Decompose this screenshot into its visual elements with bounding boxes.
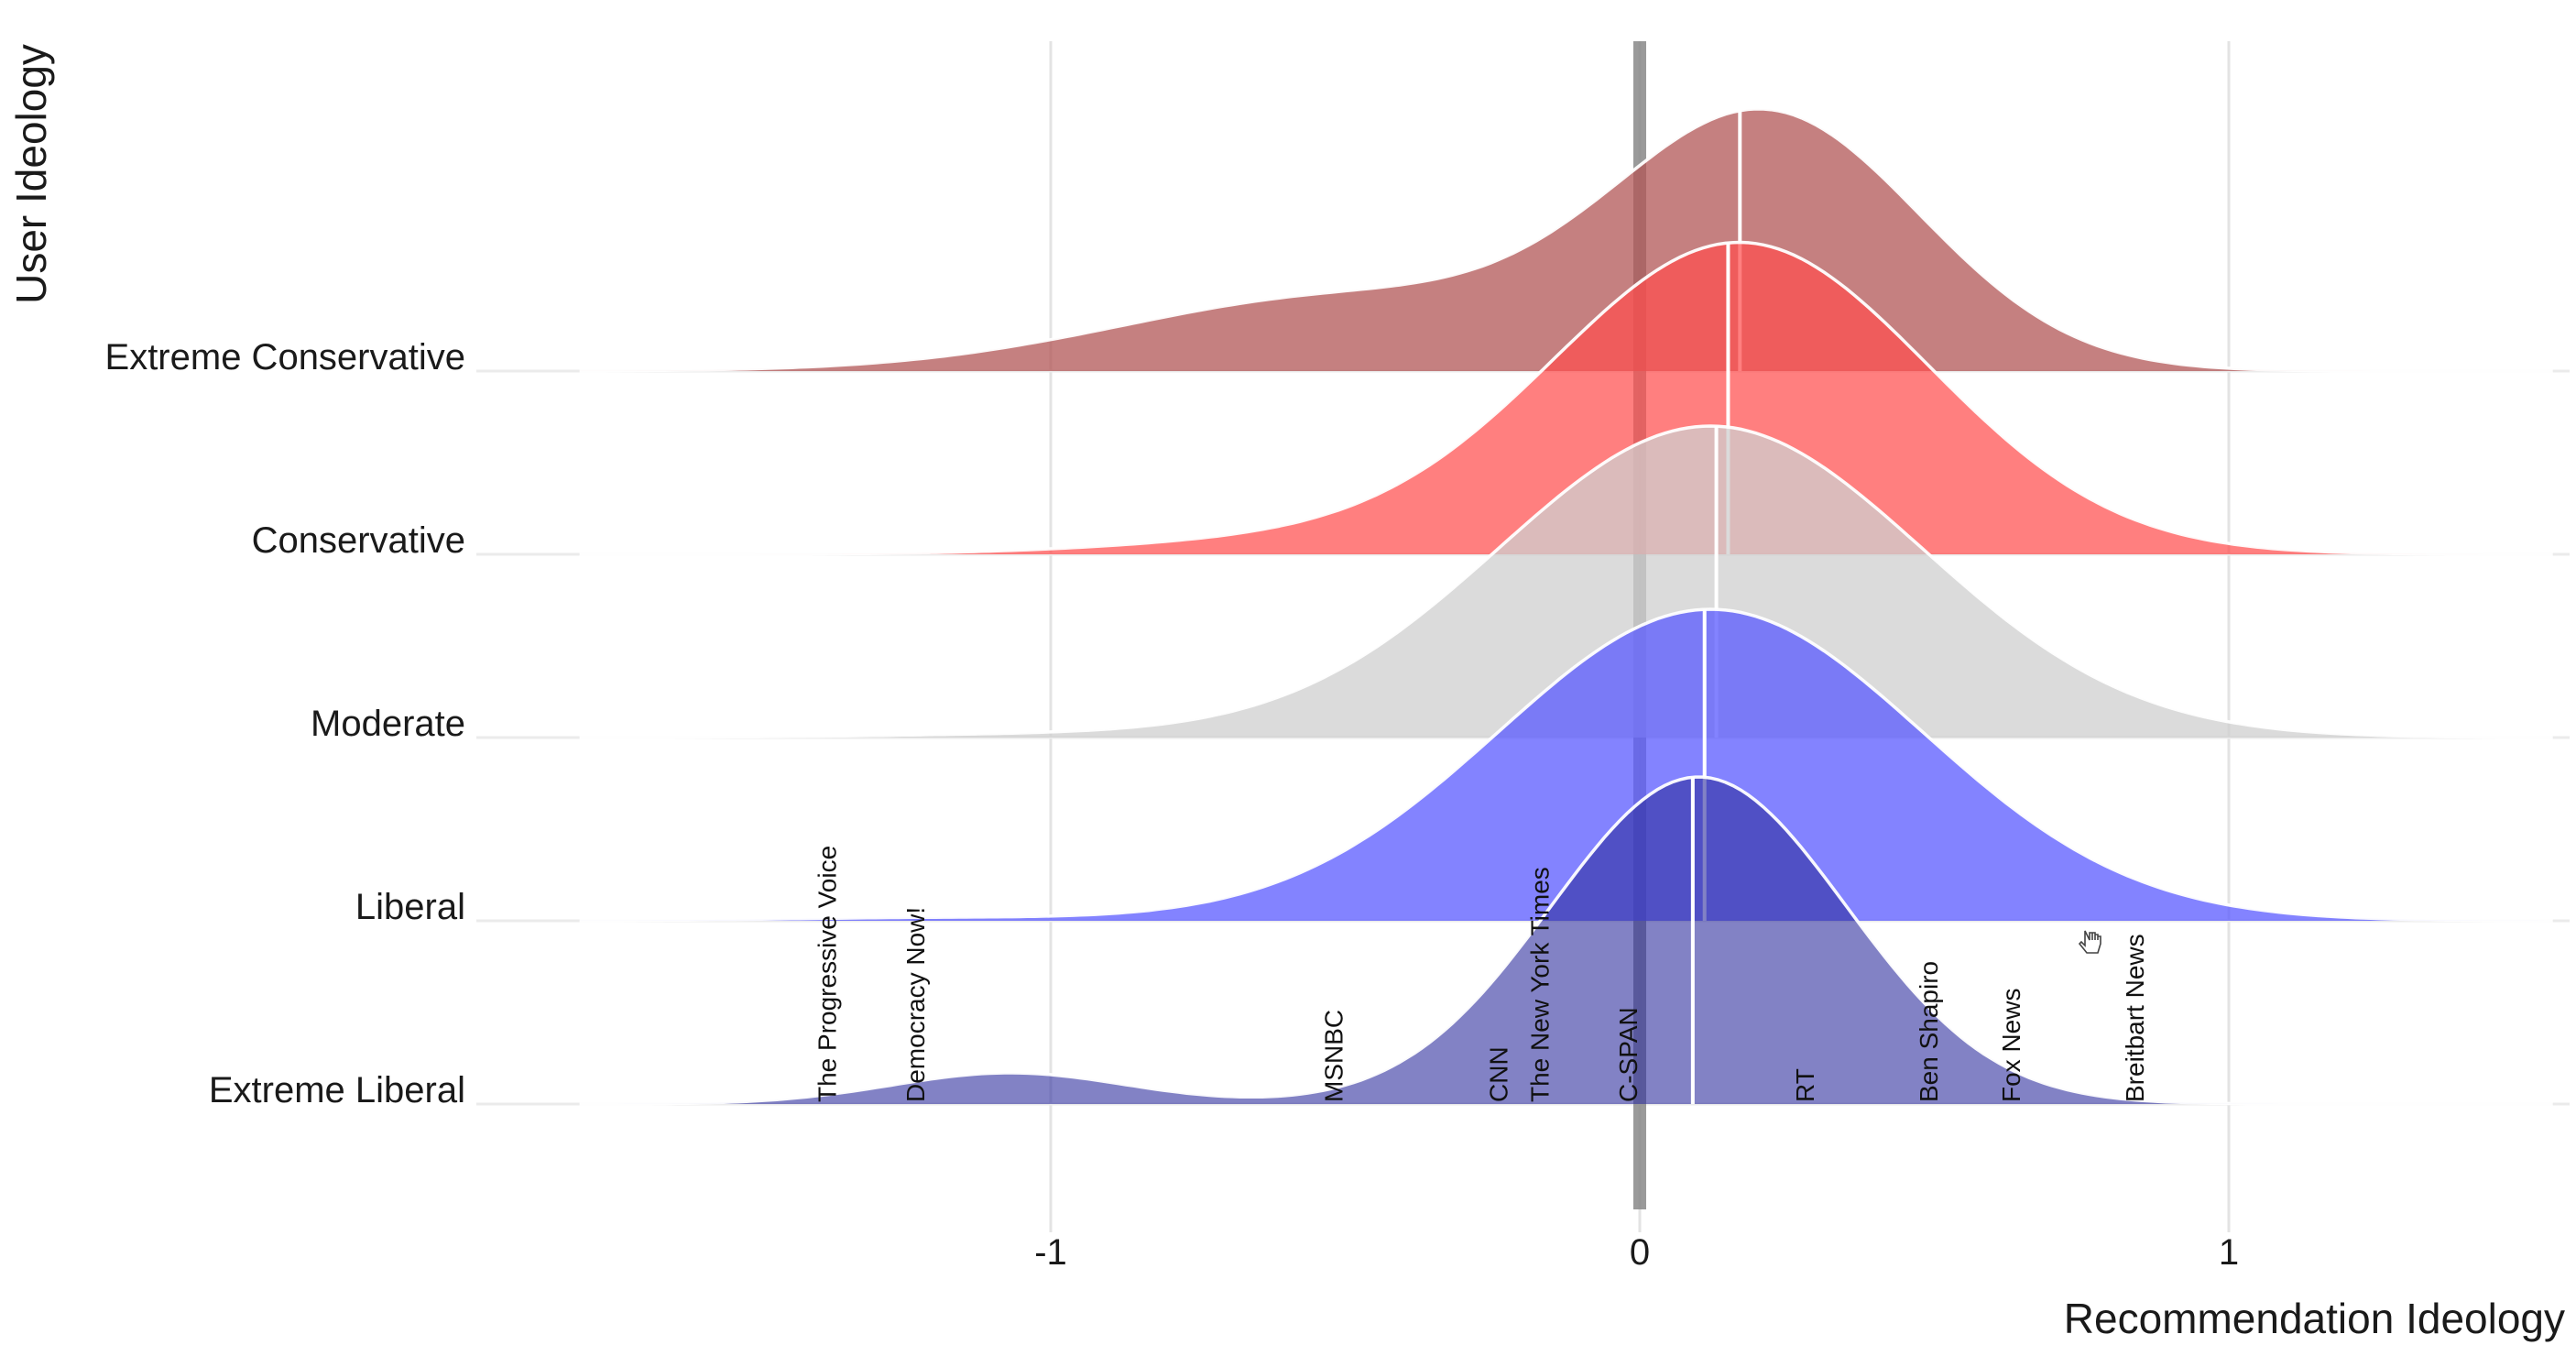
x-tick-label: -1 — [1034, 1232, 1067, 1273]
y-label-liberal: Liberal — [355, 887, 465, 927]
outlet-label-c-span: C-SPAN — [1614, 1007, 1643, 1102]
density-outline-extreme-conservative — [579, 107, 2553, 373]
density-outline-extreme-liberal — [579, 775, 2553, 1106]
outlet-label-msnbc: MSNBC — [1320, 1010, 1348, 1102]
density-outline-moderate — [579, 424, 2553, 739]
y-label-moderate: Moderate — [311, 704, 465, 744]
outlet-label-rt: RT — [1791, 1068, 1819, 1102]
x-axis-title: Recommendation Ideology — [2064, 1295, 2565, 1342]
outlet-labels: The Progressive Voice Democracy Now! MSNBC… — [813, 846, 2149, 1102]
ridge-extreme-conservative — [579, 107, 2553, 373]
y-label-conservative: Conservative — [252, 520, 465, 561]
outlet-label-cnn: CNN — [1485, 1046, 1513, 1102]
density-area-liberal — [579, 609, 2553, 921]
outlet-label-fox-news: Fox News — [1997, 989, 2025, 1102]
outlet-label-the-new-york-times: The New York Times — [1526, 867, 1555, 1102]
ridge-extreme-liberal — [579, 775, 2553, 1106]
density-outline-conservative — [579, 240, 2553, 556]
hand-cursor-icon — [2078, 930, 2101, 954]
density-area-extreme-liberal — [579, 777, 2553, 1104]
density-ridges — [579, 107, 2553, 1106]
x-tick-labels: -1 0 1 — [1034, 1232, 2239, 1273]
outlet-label-ben-shapiro: Ben Shapiro — [1915, 961, 1943, 1102]
density-area-conservative — [579, 242, 2553, 554]
density-area-extreme-conservative — [579, 108, 2553, 372]
outlet-label-the-progressive-voice: The Progressive Voice — [813, 846, 842, 1102]
y-label-extreme-conservative: Extreme Conservative — [105, 337, 465, 377]
outlet-label-democracy-now: Democracy Now! — [901, 907, 930, 1102]
user-ideology-labels: Extreme Conservative Conservative Moderate… — [105, 337, 465, 1110]
density-outline-liberal — [579, 607, 2553, 923]
x-tick-label: 1 — [2219, 1232, 2239, 1273]
outlet-label-breitbart-news: Breitbart News — [2121, 934, 2149, 1102]
y-label-extreme-liberal: Extreme Liberal — [209, 1070, 465, 1110]
y-axis-title: User Ideology — [7, 44, 55, 304]
x-tick-label: 0 — [1630, 1232, 1650, 1273]
density-area-moderate — [579, 426, 2553, 738]
